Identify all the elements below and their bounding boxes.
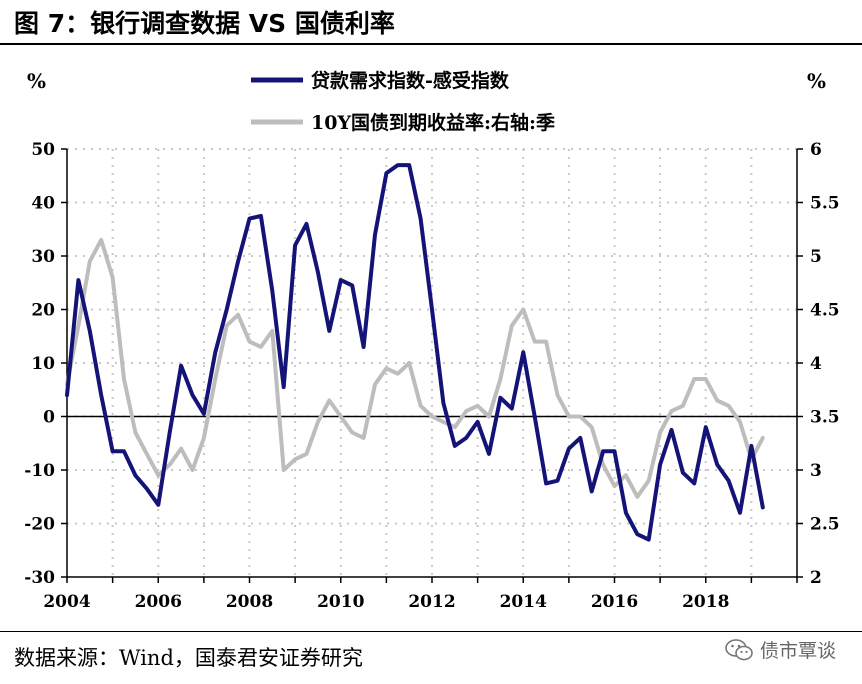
y-left-tick-label: 40 — [31, 194, 55, 214]
y-right-tick-label: 3 — [810, 461, 822, 481]
y-left-tick-label: -30 — [24, 568, 55, 588]
source-note: 数据来源：Wind，国泰君安证券研究 — [14, 646, 363, 670]
series-line — [65, 237, 765, 499]
title-divider — [0, 43, 862, 45]
x-tick-label: 2008 — [226, 592, 273, 612]
y-left-tick-label: -20 — [24, 515, 55, 535]
y-right-tick-label: 6 — [810, 140, 822, 160]
x-tick-label: 2018 — [682, 592, 729, 612]
y-left-unit: % — [27, 69, 46, 93]
x-tick-label: 2004 — [43, 592, 90, 612]
legend-label: 10Y国债到期收益率:右轴:季 — [311, 111, 555, 134]
y-right-tick-label: 2.5 — [810, 515, 840, 535]
x-tick-label: 2006 — [135, 592, 182, 612]
watermark-text: 债市覃谈 — [759, 640, 836, 662]
y-right-tick-label: 3.5 — [810, 408, 840, 428]
x-tick-label: 2010 — [317, 592, 364, 612]
chart-title: 图 7：银行调查数据 VS 国债利率 — [14, 9, 395, 38]
y-right-unit: % — [807, 69, 826, 93]
line-chart: -30 -20 -10 0 10 20 30 40 50 2 2.5 3 3.5 4 4.5 5 5.5 6 200… — [24, 69, 840, 612]
y-left-tick-label: 50 — [31, 140, 55, 160]
y-left-tick-label: -10 — [24, 461, 55, 481]
y-left-tick-label: 10 — [31, 354, 55, 374]
legend-label: 贷款需求指数-感受指数 — [311, 69, 510, 92]
y-left-tick-label: 20 — [31, 301, 55, 321]
y-right-tick-label: 4 — [810, 354, 822, 374]
y-right-tick-label: 5.5 — [810, 194, 840, 214]
y-right-tick-label: 5 — [810, 247, 822, 267]
y-left-tick-label: 30 — [31, 247, 55, 267]
y-right-tick-label: 4.5 — [810, 301, 840, 321]
series-line — [65, 163, 765, 542]
wechat-icon — [725, 638, 753, 660]
y-right-tick-label: 2 — [810, 568, 822, 588]
source-divider — [0, 631, 862, 632]
y-left-tick-label: 0 — [43, 408, 55, 428]
x-tick-label: 2016 — [591, 592, 638, 612]
watermark: 债市覃谈 — [724, 636, 836, 663]
x-tick-label: 2014 — [500, 592, 547, 612]
x-tick-label: 2012 — [408, 592, 455, 612]
